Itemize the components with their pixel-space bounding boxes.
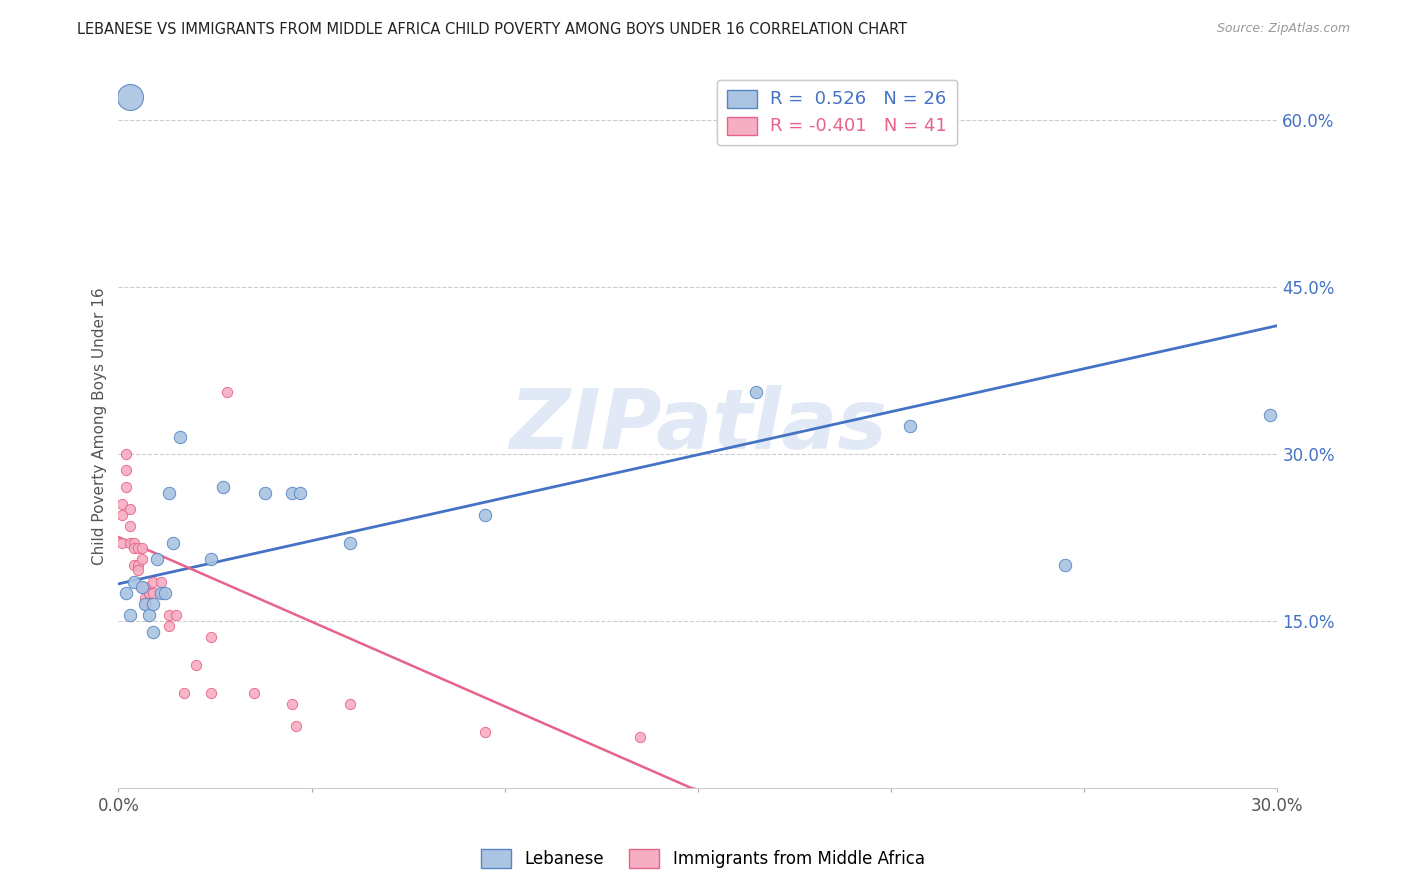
Point [127, 564, 149, 578]
Point [122, 541, 145, 556]
Point [254, 485, 277, 500]
Point [211, 480, 233, 494]
Point [200, 686, 222, 700]
Text: Source: ZipAtlas.com: Source: ZipAtlas.com [1216, 22, 1350, 36]
Point [1258, 408, 1281, 422]
Point [111, 535, 134, 549]
Text: ZIPatlas: ZIPatlas [509, 385, 887, 467]
Point [118, 90, 141, 104]
Point [118, 502, 141, 516]
Point [281, 697, 304, 711]
Point [131, 580, 153, 594]
Point [157, 485, 180, 500]
Point [134, 591, 156, 606]
Point [134, 597, 156, 611]
Text: LEBANESE VS IMMIGRANTS FROM MIDDLE AFRICA CHILD POVERTY AMONG BOYS UNDER 16 CORR: LEBANESE VS IMMIGRANTS FROM MIDDLE AFRIC… [77, 22, 907, 37]
Point [200, 630, 222, 644]
Point [142, 586, 165, 600]
Point [115, 480, 138, 494]
Point [169, 430, 191, 444]
Point [149, 586, 172, 600]
Point [134, 580, 156, 594]
Point [138, 607, 160, 622]
Point [162, 535, 184, 549]
Point [127, 558, 149, 572]
Point [118, 519, 141, 533]
Point [118, 607, 141, 622]
Point [339, 697, 361, 711]
Point [118, 535, 141, 549]
Point [157, 607, 180, 622]
Point [131, 541, 153, 556]
Point [215, 385, 238, 400]
Point [149, 586, 172, 600]
Point [131, 580, 153, 594]
Point [138, 586, 160, 600]
Y-axis label: Child Poverty Among Boys Under 16: Child Poverty Among Boys Under 16 [93, 287, 107, 565]
Point [157, 619, 180, 633]
Point [122, 574, 145, 589]
Point [142, 624, 165, 639]
Point [131, 552, 153, 566]
Point [146, 552, 169, 566]
Point [745, 385, 768, 400]
Point [115, 586, 138, 600]
Point [122, 558, 145, 572]
Point [242, 686, 264, 700]
Point [127, 541, 149, 556]
Point [900, 418, 922, 433]
Point [142, 597, 165, 611]
Point [474, 724, 496, 739]
Point [115, 447, 138, 461]
Point [288, 485, 311, 500]
Point [1053, 558, 1076, 572]
Point [184, 658, 207, 673]
Point [474, 508, 496, 522]
Point [165, 607, 187, 622]
Point [628, 731, 651, 745]
Legend: R =  0.526   N = 26, R = -0.401   N = 41: R = 0.526 N = 26, R = -0.401 N = 41 [717, 79, 957, 145]
Point [200, 552, 222, 566]
Legend: Lebanese, Immigrants from Middle Africa: Lebanese, Immigrants from Middle Africa [475, 843, 931, 875]
Point [111, 497, 134, 511]
Point [111, 508, 134, 522]
Point [173, 686, 195, 700]
Point [134, 597, 156, 611]
Point [142, 574, 165, 589]
Point [285, 719, 308, 733]
Point [122, 535, 145, 549]
Point [149, 574, 172, 589]
Point [138, 586, 160, 600]
Point [339, 535, 361, 549]
Point [281, 485, 304, 500]
Point [115, 463, 138, 477]
Point [153, 586, 176, 600]
